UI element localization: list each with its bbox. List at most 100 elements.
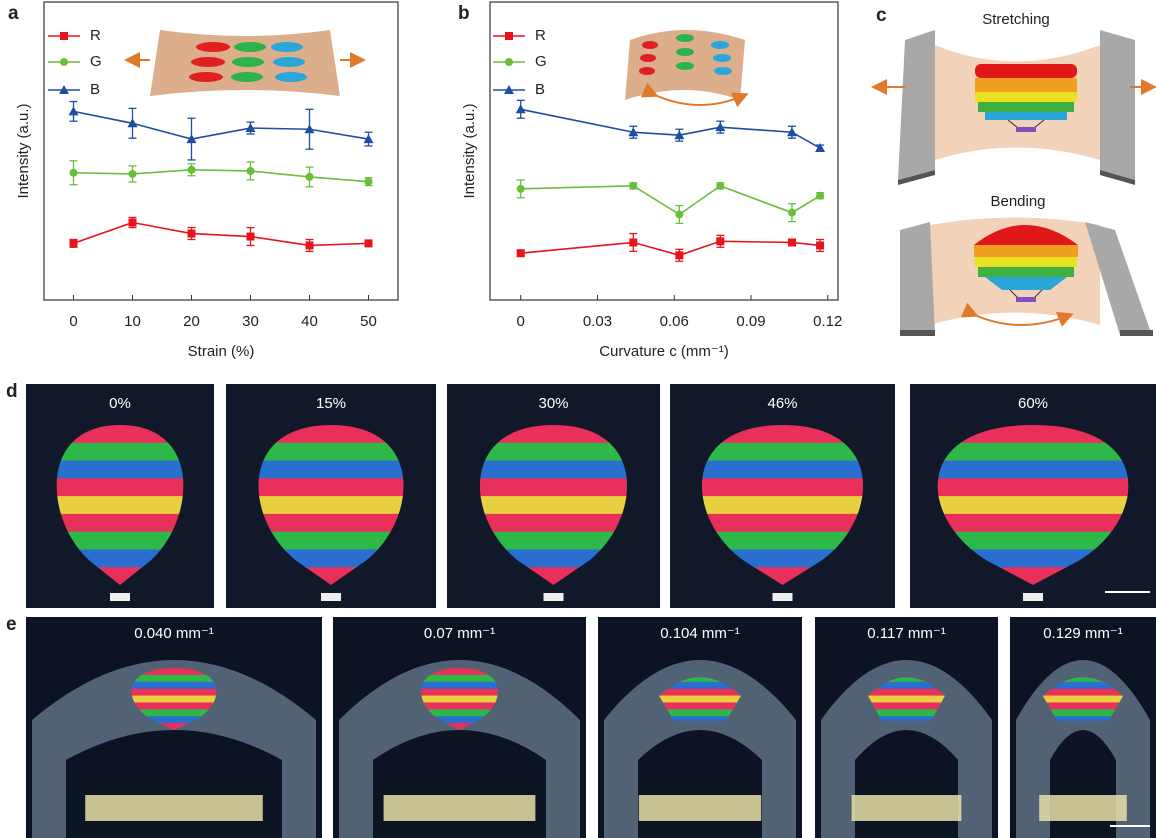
stripe xyxy=(1043,702,1123,710)
panel-label: e xyxy=(6,614,17,635)
marker xyxy=(788,209,796,217)
stripe xyxy=(920,514,1146,533)
series-line xyxy=(74,223,369,246)
photo: 46% xyxy=(670,384,895,608)
series-line xyxy=(521,186,820,215)
stripe xyxy=(245,478,417,497)
x-axis-label: Curvature c (mm⁻¹) xyxy=(599,343,729,360)
stripe xyxy=(659,709,741,717)
diagram-c: Stretching Bending xyxy=(875,11,1153,336)
stripe xyxy=(414,689,505,697)
stripe xyxy=(414,682,505,690)
reflection xyxy=(1039,795,1127,821)
stripe xyxy=(124,696,225,704)
stripe xyxy=(245,461,417,480)
balloon-base xyxy=(110,593,130,601)
x-tick-label: 0.03 xyxy=(583,313,612,330)
stripe xyxy=(466,461,641,480)
stripe xyxy=(659,696,741,704)
marker xyxy=(247,167,255,175)
stripe xyxy=(124,682,225,690)
panel-label: a xyxy=(8,3,19,24)
figure: Stretching Bending a b c d e 0%15%30%46%… xyxy=(0,0,1156,838)
x-tick-label: 20 xyxy=(183,313,200,330)
legend-label: G xyxy=(535,53,547,70)
balloon-base xyxy=(1023,593,1043,601)
stripe xyxy=(659,689,741,697)
marker xyxy=(70,169,78,177)
stripe xyxy=(1043,696,1123,704)
stripe xyxy=(687,478,878,497)
stripe xyxy=(868,696,945,704)
photo-label: 30% xyxy=(538,395,568,412)
stripe xyxy=(466,478,641,497)
diagram-label: Stretching xyxy=(982,11,1050,28)
stripe xyxy=(868,702,945,710)
stripe xyxy=(414,696,505,704)
legend-marker xyxy=(505,58,513,66)
marker xyxy=(129,219,137,227)
x-axis-label: Strain (%) xyxy=(188,343,255,360)
reflection xyxy=(85,795,263,821)
stripe xyxy=(868,709,945,717)
stripe xyxy=(868,689,945,697)
marker xyxy=(788,238,796,246)
photo-label: 0% xyxy=(109,395,131,412)
stripe xyxy=(245,496,417,515)
marker xyxy=(70,239,78,247)
legend-label: B xyxy=(90,81,100,98)
x-tick-label: 10 xyxy=(124,313,141,330)
inset-b xyxy=(625,30,745,105)
photo: 30% xyxy=(447,384,660,608)
stripe xyxy=(466,496,641,515)
stripe xyxy=(45,496,195,515)
marker xyxy=(517,249,525,257)
photo: 15% xyxy=(226,384,436,608)
marker xyxy=(306,241,314,249)
stripe xyxy=(466,514,641,533)
x-tick-label: 50 xyxy=(360,313,377,330)
stripe xyxy=(45,461,195,480)
marker xyxy=(188,230,196,238)
photo: 0.040 mm⁻¹ xyxy=(26,617,322,838)
photo: 0% xyxy=(26,384,214,608)
diagram-label: Bending xyxy=(990,193,1045,210)
x-tick-label: 30 xyxy=(242,313,259,330)
series-line xyxy=(521,241,820,255)
balloon-base xyxy=(321,593,341,601)
panel-label: c xyxy=(876,5,887,26)
series-line xyxy=(521,109,820,148)
marker xyxy=(306,173,314,181)
reflection xyxy=(384,795,536,821)
legend-marker xyxy=(60,58,68,66)
stripe xyxy=(245,514,417,533)
stripe xyxy=(687,461,878,480)
stripe xyxy=(45,478,195,497)
reflection xyxy=(852,795,962,821)
stripe xyxy=(920,461,1146,480)
legend-marker xyxy=(505,32,513,40)
marker xyxy=(129,170,137,178)
stripe xyxy=(124,689,225,697)
marker xyxy=(675,210,683,218)
marker xyxy=(716,237,724,245)
photo-label: 0.040 mm⁻¹ xyxy=(134,625,214,642)
marker xyxy=(247,233,255,241)
photo: 0.117 mm⁻¹ xyxy=(815,617,998,838)
marker xyxy=(188,166,196,174)
photo: 60% xyxy=(910,384,1156,608)
series-line xyxy=(74,170,369,182)
y-axis-label: Intensity (a.u.) xyxy=(461,103,478,198)
stripe xyxy=(659,702,741,710)
series-line xyxy=(74,111,369,139)
x-tick-label: 0 xyxy=(69,313,77,330)
legend-label: R xyxy=(535,27,546,44)
marker xyxy=(365,178,373,186)
legend-marker xyxy=(60,32,68,40)
stripe xyxy=(687,496,878,515)
stripe xyxy=(920,496,1146,515)
x-tick-label: 0 xyxy=(517,313,525,330)
photo: 0.104 mm⁻¹ xyxy=(598,617,802,838)
marker xyxy=(516,104,526,113)
